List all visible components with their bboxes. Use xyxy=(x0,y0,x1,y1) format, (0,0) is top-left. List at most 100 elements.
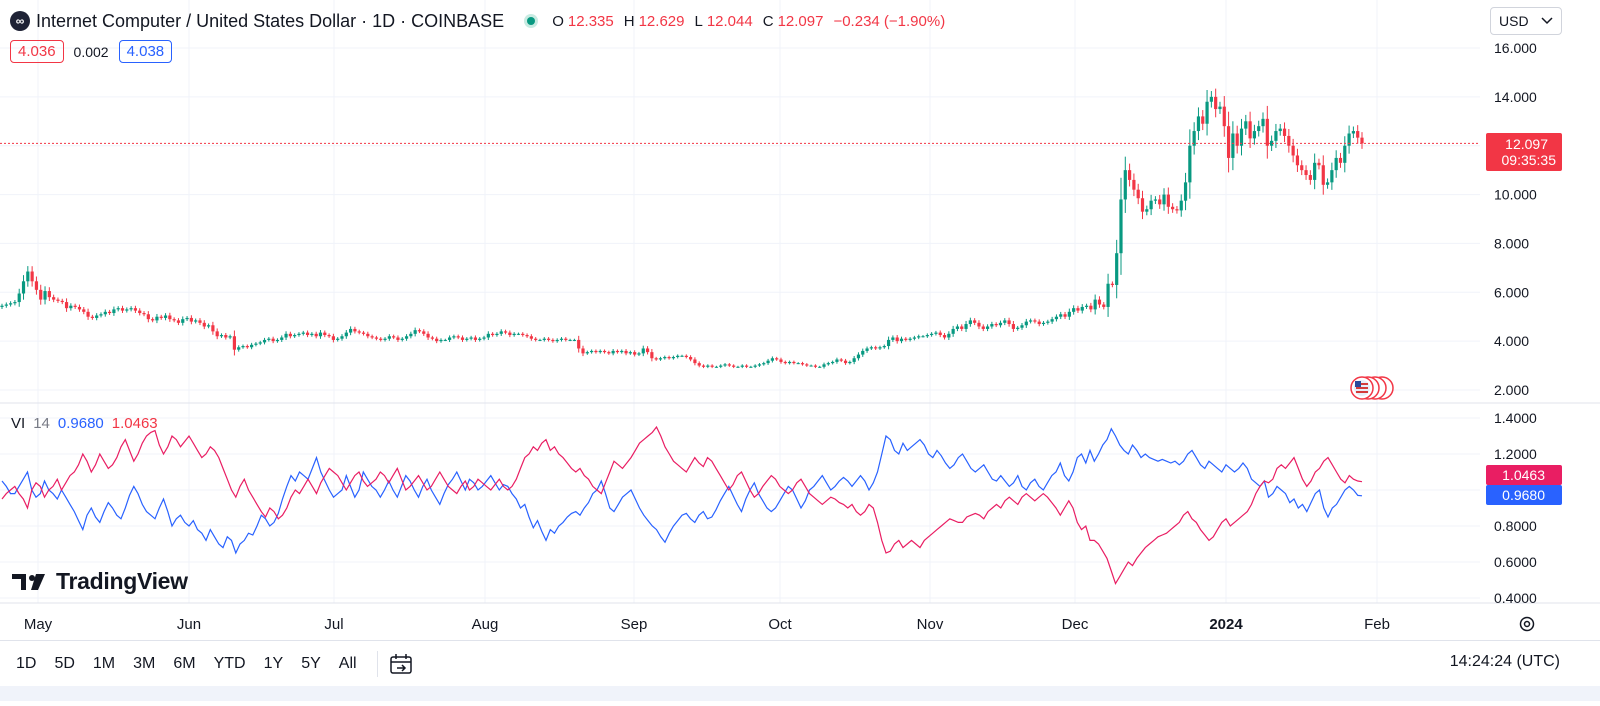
candle-body xyxy=(620,350,624,353)
candle-body xyxy=(0,305,4,307)
candle-body xyxy=(86,311,90,317)
change-value: −0.234 (−1.90%) xyxy=(833,12,946,30)
vi-legend[interactable]: VI 14 0.9680 1.0463 xyxy=(11,415,158,432)
candle-body xyxy=(370,336,374,338)
chevron-down-icon xyxy=(1541,17,1553,25)
time-tick-label: Jul xyxy=(324,616,343,633)
candle-body xyxy=(310,333,314,336)
economic-events-flags[interactable] xyxy=(1350,376,1394,400)
candle-body xyxy=(232,336,237,350)
candle-body xyxy=(719,365,723,367)
range-button-1m[interactable]: 1M xyxy=(92,654,116,672)
currency-select[interactable]: USD xyxy=(1490,7,1562,35)
time-tick-label: 2024 xyxy=(1209,616,1243,633)
candle-body xyxy=(779,359,783,362)
candle-body xyxy=(555,339,559,342)
range-button-all[interactable]: All xyxy=(338,654,357,672)
candle-body xyxy=(637,353,641,355)
candle-body xyxy=(361,332,366,334)
candle-body xyxy=(818,366,822,368)
candle-body xyxy=(1149,200,1153,210)
candle-body xyxy=(392,336,396,338)
candle-body xyxy=(1321,165,1325,185)
candle-body xyxy=(331,336,335,340)
candle-body xyxy=(1351,131,1355,134)
candle-body xyxy=(460,337,465,340)
candle-body xyxy=(1072,308,1076,312)
candle-body xyxy=(594,350,598,353)
date-range-icon[interactable] xyxy=(388,651,414,677)
candle-body xyxy=(435,338,439,342)
vi-plus-line xyxy=(1,427,1363,555)
candle-body xyxy=(224,335,228,338)
sell-button[interactable]: 4.036 xyxy=(10,40,64,63)
candle-body xyxy=(529,336,533,339)
candle-body xyxy=(538,339,542,341)
candle-body xyxy=(1162,194,1166,205)
candle-body xyxy=(934,332,938,334)
symbol-title[interactable]: Internet Computer / United States Dollar… xyxy=(36,10,505,31)
candle-body xyxy=(1123,170,1127,200)
range-button-1d[interactable]: 1D xyxy=(16,654,37,672)
candle-body xyxy=(865,348,869,351)
candle-body xyxy=(1196,116,1201,132)
buy-button[interactable]: 4.038 xyxy=(118,40,173,63)
candle-body xyxy=(551,339,555,342)
candle-body xyxy=(1179,200,1183,211)
time-axis[interactable]: May Jun Jul Aug Sep Oct Nov Dec 2024 Feb xyxy=(24,616,1390,633)
candle-body xyxy=(886,339,891,347)
candle-body xyxy=(469,337,473,339)
candle-body xyxy=(546,338,551,340)
candle-body xyxy=(1140,198,1145,212)
market-status-icon[interactable] xyxy=(524,14,539,28)
range-button-5y[interactable]: 5Y xyxy=(301,654,321,672)
currency-label: USD xyxy=(1499,13,1529,29)
candle-body xyxy=(680,355,684,357)
candle-body xyxy=(297,333,301,336)
range-button-5d[interactable]: 5D xyxy=(54,654,75,672)
vi-minus-label: 1.0463 xyxy=(1486,465,1562,485)
candle-body xyxy=(1020,325,1024,328)
tradingview-logo-icon xyxy=(12,573,45,590)
candle-body xyxy=(426,333,430,338)
candle-body xyxy=(254,343,258,345)
range-button-6m[interactable]: 6M xyxy=(173,654,196,672)
candle-body xyxy=(318,332,323,337)
candle-body xyxy=(47,291,51,298)
candle-body xyxy=(1024,321,1028,326)
candle-body xyxy=(159,316,163,318)
candle-body xyxy=(942,335,947,338)
candle-body xyxy=(1089,305,1093,310)
ohlc-values: O 12.335 H 12.629 L 12.044 C 12.097 −0.234 (… xyxy=(552,12,946,30)
bottom-toolbar: 1D 5D 1M 3M 6M YTD 1Y 5Y All 14:24:24 (UTC) xyxy=(0,640,1600,686)
range-button-3m[interactable]: 3M xyxy=(133,654,156,672)
candle-body xyxy=(383,338,387,340)
vi-minus-value: 1.0463 xyxy=(111,415,158,432)
candle-body xyxy=(1270,140,1274,146)
candle-body xyxy=(749,366,753,368)
candle-body xyxy=(1244,121,1248,129)
candle-body xyxy=(908,338,912,340)
candle-body xyxy=(327,335,331,337)
candle-body xyxy=(1274,131,1278,141)
clock-utc[interactable]: 14:24:24 (UTC) xyxy=(1449,653,1560,670)
candle-body xyxy=(805,364,809,366)
range-button-1y[interactable]: 1Y xyxy=(263,654,284,672)
vi-name: VI xyxy=(11,415,26,432)
candle-body xyxy=(917,336,921,338)
candle-body xyxy=(607,352,611,354)
candle-body xyxy=(645,348,650,353)
range-button-ytd[interactable]: YTD xyxy=(213,654,246,672)
tradingview-logo[interactable]: TradingView xyxy=(12,568,188,595)
symbol-legend[interactable]: ∞ Internet Computer / United States Doll… xyxy=(10,8,951,34)
candle-body xyxy=(921,336,925,338)
candle-body xyxy=(925,335,929,337)
bottom-border xyxy=(0,686,1600,701)
candle-body xyxy=(624,350,628,354)
price-axis[interactable]: 2.0004.0006.0008.00010.00012.00014.00016… xyxy=(1494,40,1537,398)
settings-gear-icon[interactable] xyxy=(1519,616,1535,632)
candle-body xyxy=(800,363,805,365)
